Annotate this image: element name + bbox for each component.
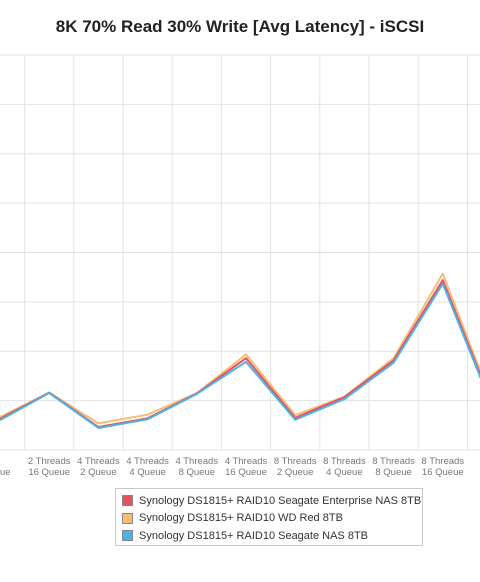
legend-label: Synology DS1815+ RAID10 Seagate NAS 8TB xyxy=(139,529,368,542)
series-line-1 xyxy=(0,272,480,425)
x-tick-label: 8 Queue xyxy=(179,467,215,478)
x-tick-label: 2 Queue xyxy=(80,467,116,478)
legend-item[interactable]: Synology DS1815+ RAID10 Seagate NAS 8TB xyxy=(122,527,422,545)
x-tick-label: 8 Queue xyxy=(375,467,411,478)
x-tick-label: 4 Threads xyxy=(126,456,169,467)
chart-title: 8K 70% Read 30% Write [Avg Latency] - iS… xyxy=(55,17,425,36)
x-tick-label: 16 Queue xyxy=(422,467,464,478)
x-tick-label: 8 Threads xyxy=(323,456,366,467)
legend: Synology DS1815+ RAID10 Seagate Enterpri… xyxy=(115,488,423,546)
legend-item[interactable]: Synology DS1815+ RAID10 WD Red 8TB xyxy=(122,510,422,528)
x-tick-label: 4 Threads xyxy=(175,456,218,467)
x-tick-label: 4 Threads xyxy=(77,456,120,467)
series-line-2 xyxy=(0,282,480,429)
horizontal-gridlines xyxy=(0,54,480,451)
legend-swatch xyxy=(122,530,133,542)
series-lines xyxy=(0,272,480,429)
x-tick-label: 4 Queue xyxy=(129,467,165,478)
legend-item[interactable]: Synology DS1815+ RAID10 Seagate Enterpri… xyxy=(122,492,422,510)
legend-label: Synology DS1815+ RAID10 Seagate Enterpri… xyxy=(139,494,422,507)
x-tick-label: 16 Queue xyxy=(28,467,70,478)
x-tick-label: 4 Queue xyxy=(326,467,362,478)
legend-swatch xyxy=(122,512,133,524)
x-tick-label: 8 Threads xyxy=(274,456,317,467)
x-tick-label: 16 Queue xyxy=(225,467,267,478)
legend-label: Synology DS1815+ RAID10 WD Red 8TB xyxy=(139,512,343,525)
x-tick-label: 4 Threads xyxy=(225,456,268,467)
x-tick-label: 8 Threads xyxy=(372,456,415,467)
x-tick-label: ueue xyxy=(0,467,11,478)
x-tick-label: 2 Queue xyxy=(277,467,313,478)
x-tick-label: 8 Threads xyxy=(421,456,464,467)
legend-swatch xyxy=(122,495,133,507)
x-tick-label: 2 Threads xyxy=(28,456,71,467)
